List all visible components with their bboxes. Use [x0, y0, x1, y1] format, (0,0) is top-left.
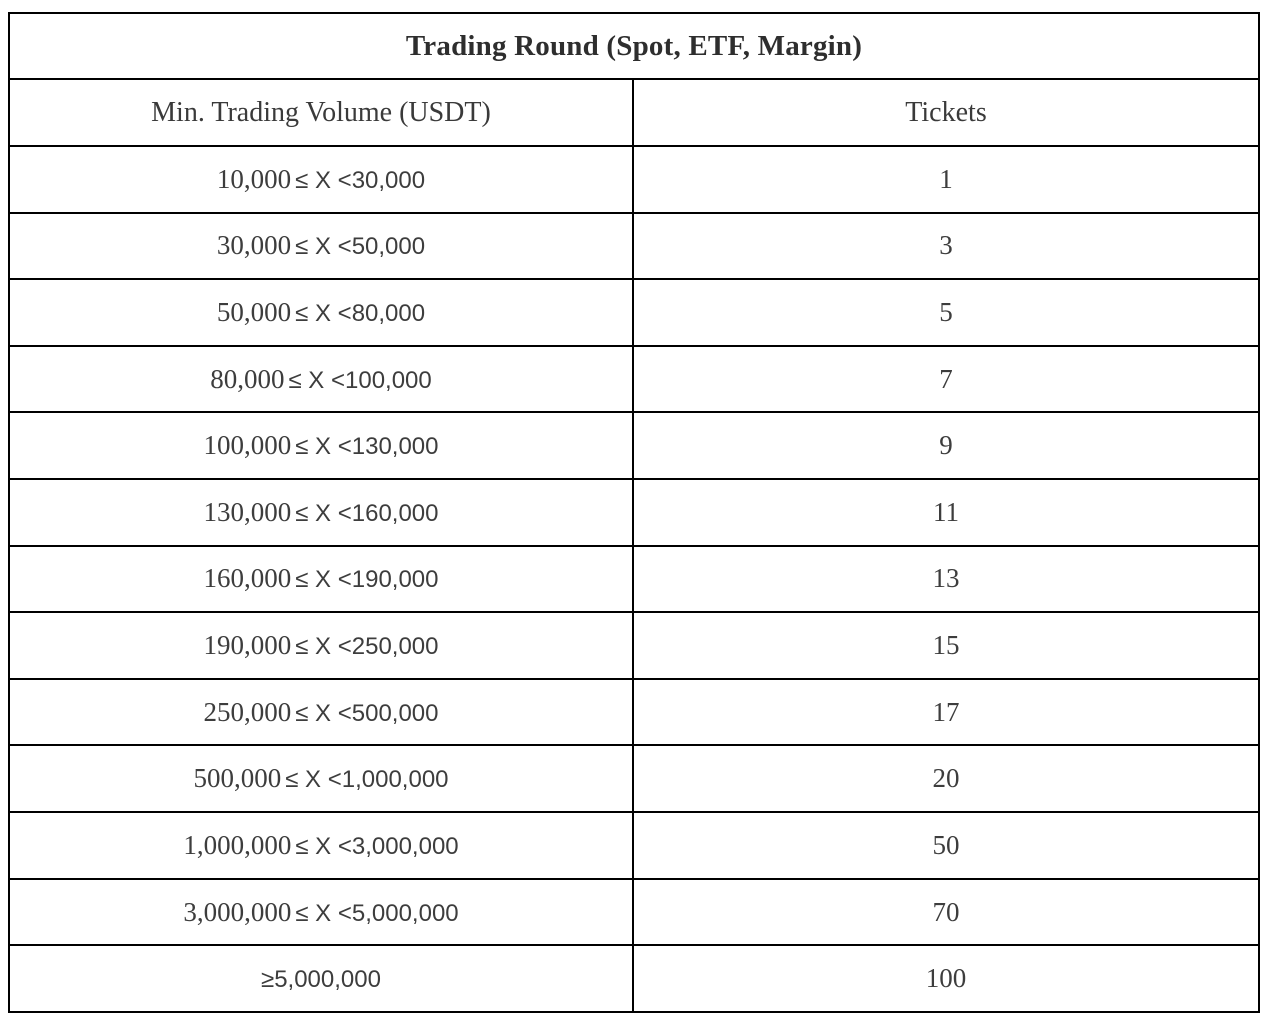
volume-range-serif-part: 50,000	[216, 297, 292, 328]
table-row: 160,000 ≤ X <190,000 13	[8, 544, 1261, 614]
volume-range-sans-part: ≤ X <5,000,000	[295, 899, 459, 927]
tickets-cell: 50	[631, 811, 1261, 880]
header-row: Min. Trading Volume (USDT) Tickets	[8, 78, 1261, 147]
table-row: 3,000,000 ≤ X <5,000,000 70	[8, 877, 1261, 947]
table-row: 50,000 ≤ X <80,000 5	[8, 278, 1261, 347]
volume-cell: 3,000,000 ≤ X <5,000,000	[8, 877, 634, 947]
volume-cell: 130,000 ≤ X <160,000	[8, 478, 634, 547]
tickets-cell: 11	[631, 478, 1261, 547]
table-row: 130,000 ≤ X <160,000 11	[8, 478, 1261, 547]
table-row: 190,000 ≤ X <250,000 15	[8, 611, 1261, 680]
volume-range-serif-part: 80,000	[210, 363, 285, 394]
tickets-cell: 7	[631, 344, 1261, 414]
volume-range-serif-part: 250,000	[203, 696, 292, 727]
volume-range-serif-part: 100,000	[203, 430, 292, 461]
volume-range-sans-part: ≤ X <30,000	[295, 166, 426, 194]
tickets-cell: 13	[631, 544, 1261, 614]
column-header-volume: Min. Trading Volume (USDT)	[8, 78, 634, 147]
table-row: 500,000 ≤ X <1,000,000 20	[8, 744, 1261, 814]
volume-range-sans-part: ≤ X <250,000	[295, 633, 439, 661]
tickets-cell: 5	[631, 278, 1261, 347]
volume-range-sans-part: ≤ X <160,000	[295, 499, 439, 527]
tickets-cell: 17	[631, 677, 1261, 747]
trading-round-table: Trading Round (Spot, ETF, Margin) Min. T…	[7, 12, 1261, 1013]
volume-cell: 30,000 ≤ X <50,000	[8, 211, 634, 281]
volume-cell: 80,000 ≤ X <100,000	[8, 344, 634, 414]
volume-cell: 100,000 ≤ X <130,000	[8, 411, 634, 481]
volume-range-serif-part: 160,000	[203, 563, 292, 594]
table-row: 80,000 ≤ X <100,000 7	[8, 344, 1261, 414]
table-row: ≥5,000,000 100	[8, 944, 1261, 1013]
column-header-tickets: Tickets	[631, 78, 1261, 147]
table-body: Trading Round (Spot, ETF, Margin) Min. T…	[7, 12, 1261, 1013]
title-row: Trading Round (Spot, ETF, Margin)	[7, 12, 1261, 80]
tickets-cell: 15	[631, 611, 1261, 680]
table-row: 250,000 ≤ X <500,000 17	[8, 677, 1261, 747]
volume-cell: 50,000 ≤ X <80,000	[8, 278, 634, 347]
volume-range-sans-part: ≤ X <80,000	[295, 300, 426, 328]
volume-cell: 190,000 ≤ X <250,000	[8, 611, 634, 680]
volume-range-sans-part: ≤ X <190,000	[295, 566, 439, 594]
volume-range-sans-part: ≤ X <50,000	[295, 233, 426, 261]
volume-cell: 160,000 ≤ X <190,000	[8, 544, 634, 614]
volume-cell: 250,000 ≤ X <500,000	[8, 677, 634, 747]
table-row: 100,000 ≤ X <130,000 9	[8, 411, 1261, 481]
tickets-cell: 20	[631, 744, 1261, 814]
volume-range-sans-part: ≤ X <500,000	[295, 699, 439, 727]
volume-range-sans-part: ≥5,000,000	[261, 966, 381, 994]
table-title: Trading Round (Spot, ETF, Margin)	[7, 12, 1261, 80]
volume-range-serif-part: 1,000,000	[183, 829, 292, 860]
tickets-cell: 100	[631, 944, 1261, 1013]
volume-range-sans-part: ≤ X <1,000,000	[285, 766, 449, 794]
volume-cell: 500,000 ≤ X <1,000,000	[8, 744, 634, 814]
volume-range-serif-part: 130,000	[203, 496, 292, 527]
volume-range-serif-part: 10,000	[216, 163, 292, 194]
volume-cell: 1,000,000 ≤ X <3,000,000	[8, 811, 634, 880]
volume-range-sans-part: ≤ X <130,000	[295, 433, 439, 461]
tickets-cell: 70	[631, 877, 1261, 947]
volume-cell: ≥5,000,000	[8, 944, 634, 1013]
volume-range-serif-part: 30,000	[216, 230, 292, 261]
volume-range-sans-part: ≤ X <3,000,000	[295, 832, 459, 860]
volume-cell: 10,000 ≤ X <30,000	[8, 145, 634, 214]
table-row: 30,000 ≤ X <50,000 3	[8, 211, 1261, 281]
tickets-cell: 9	[631, 411, 1261, 481]
tickets-cell: 3	[631, 211, 1261, 281]
table-row: 1,000,000 ≤ X <3,000,000 50	[8, 811, 1261, 880]
volume-range-serif-part: 500,000	[193, 763, 282, 794]
volume-range-serif-part: 190,000	[203, 630, 292, 661]
tickets-cell: 1	[631, 145, 1261, 214]
volume-range-serif-part: 3,000,000	[183, 896, 292, 927]
volume-range-sans-part: ≤ X <100,000	[288, 366, 432, 394]
table-row: 10,000 ≤ X <30,000 1	[8, 145, 1261, 214]
